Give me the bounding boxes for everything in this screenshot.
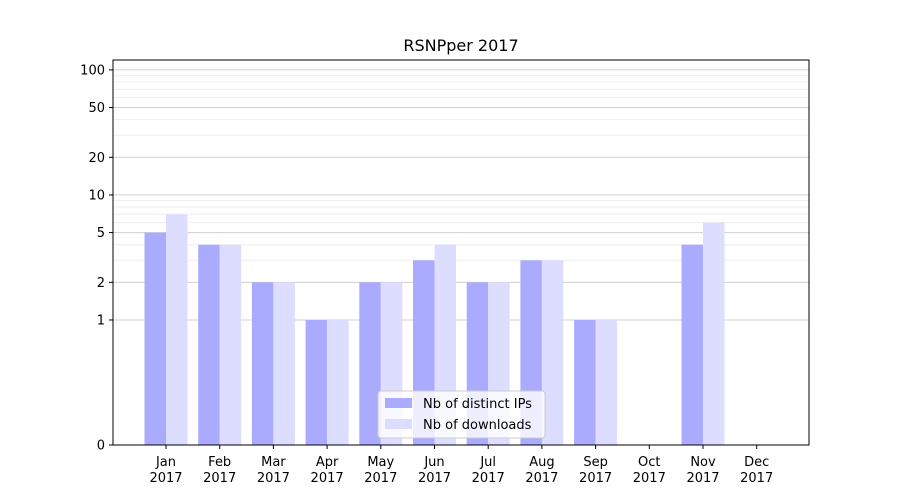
x-tick-label: Sep <box>583 455 608 470</box>
bar-distinct-ips-2 <box>251 282 274 445</box>
x-tick-label: 2017 <box>633 471 666 486</box>
x-tick-label: Oct <box>638 455 660 470</box>
x-tick-label: Nov <box>690 455 716 470</box>
y-tick-label: 50 <box>88 101 105 116</box>
grid <box>113 69 809 321</box>
y-tick-label: 20 <box>88 151 105 166</box>
y-tick-label: 10 <box>88 188 105 203</box>
bar-downloads-0 <box>166 214 188 445</box>
x-tick-label: 2017 <box>472 471 505 486</box>
legend-swatch <box>385 398 412 408</box>
bar-downloads-7 <box>541 260 564 445</box>
x-tick-label: Feb <box>208 455 231 470</box>
bar-downloads-8 <box>595 319 618 445</box>
bar-distinct-ips-4 <box>359 282 381 445</box>
bar-distinct-ips-8 <box>574 319 596 445</box>
plot-frame <box>112 59 810 446</box>
legend-box <box>377 390 546 439</box>
x-tick-label: Mar <box>261 455 286 470</box>
x-tick-label: 2017 <box>686 471 719 486</box>
legend-swatch <box>385 419 412 429</box>
x-tick-label: Jan <box>155 455 176 470</box>
x-tick-label: 2017 <box>149 471 182 486</box>
y-tick-label: 2 <box>97 276 105 291</box>
x-tick-label: 2017 <box>203 471 236 486</box>
y-tick-label: 5 <box>97 226 105 241</box>
x-tick-label: Apr <box>316 455 339 470</box>
bar-distinct-ips-0 <box>144 232 166 445</box>
bar-downloads-3 <box>327 319 349 445</box>
legend-label: Nb of downloads <box>423 418 532 433</box>
x-tick-label: Jul <box>479 455 496 470</box>
bar-distinct-ips-3 <box>305 319 328 445</box>
y-tick-label: 1 <box>97 313 105 328</box>
bar-distinct-ips-10 <box>681 244 703 445</box>
bar-distinct-ips-1 <box>198 244 220 445</box>
x-tick-label: 2017 <box>525 471 558 486</box>
x-tick-label: May <box>367 455 394 470</box>
x-tick-label: Dec <box>744 455 769 470</box>
x-tick-label: 2017 <box>257 471 290 486</box>
chart-title: RSNPper 2017 <box>403 36 518 55</box>
x-tick-label: Aug <box>529 455 554 470</box>
x-tick-label: 2017 <box>311 471 344 486</box>
x-tick-label: 2017 <box>740 471 773 486</box>
bar-downloads-10 <box>703 222 725 445</box>
x-tick-label: 2017 <box>418 471 451 486</box>
y-axis: 0 1 2 5 10 20 50 100 <box>80 63 113 454</box>
y-tick-label: 0 <box>97 439 105 454</box>
x-tick-label: 2017 <box>364 471 397 486</box>
x-axis: Jan2017Feb2017Mar2017Apr2017May2017Jun20… <box>149 445 773 486</box>
y-tick-label: 100 <box>80 63 105 78</box>
legend-label: Nb of distinct IPs <box>423 397 532 412</box>
bar-downloads-1 <box>219 244 242 445</box>
legend: Nb of distinct IPs Nb of downloads <box>377 390 546 439</box>
bar-downloads-2 <box>273 282 295 445</box>
x-tick-label: Jun <box>423 455 444 470</box>
x-tick-label: 2017 <box>579 471 612 486</box>
